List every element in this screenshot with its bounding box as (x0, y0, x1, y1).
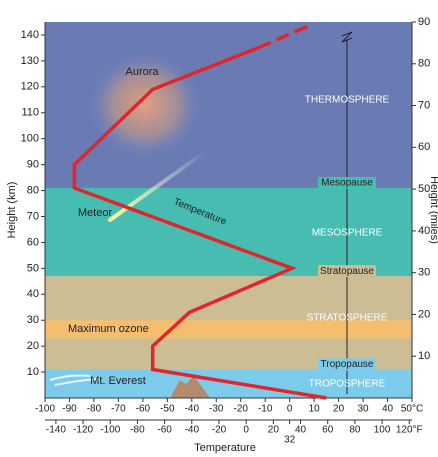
x2-tick-label: 120°F (396, 425, 423, 436)
y-tick-label: 40 (27, 288, 39, 300)
layer-name: MESOSPHERE (312, 228, 383, 239)
x-tick-label: 30 (358, 404, 370, 415)
chart: Temperature Height (km) Height (miles) M… (0, 0, 438, 457)
x-tick-label: 40 (382, 404, 394, 415)
y-tick-label: 110 (21, 107, 39, 119)
y-tick-label: 140 (21, 29, 39, 41)
y-tick-label: 70 (27, 210, 39, 222)
y2-tick-label: 40 (418, 225, 430, 237)
x-tick-label: -80 (87, 404, 102, 415)
layer-name: STRATOSPHERE (307, 313, 388, 324)
x2-tick-label: -80 (130, 425, 145, 436)
x-tick-label: -30 (209, 404, 224, 415)
x2-tick-label: 100 (374, 425, 391, 436)
x-tick-label: -60 (136, 404, 151, 415)
layer-name: TROPOSPHERE (309, 379, 386, 390)
y-tick-label: 50 (27, 262, 39, 274)
x-tick-label: 50°C (401, 404, 423, 415)
annotation: Meteor (78, 207, 113, 219)
annotation: Aurora (125, 66, 159, 78)
y2-tick-label: 30 (418, 267, 430, 279)
y-tick-label: 20 (27, 340, 39, 352)
layer-name: THERMOSPHERE (305, 95, 390, 106)
y-tick-label: 120 (21, 81, 39, 93)
x-tick-label: -50 (160, 404, 175, 415)
x2-tick-label: 32 (284, 435, 296, 446)
x-axis-label: Temperature (194, 442, 256, 454)
annotation: Mt. Everest (90, 375, 146, 387)
pause-label: Mesopause (321, 178, 373, 189)
x2-tick-label: -20 (212, 425, 227, 436)
y2-tick-label: 60 (418, 141, 430, 153)
x2-tick-label: 80 (349, 425, 361, 436)
y2-tick-label: 80 (418, 58, 430, 70)
x2-tick-label: -60 (157, 425, 172, 436)
x2-tick-label: -100 (100, 425, 120, 436)
y2-tick-label: 10 (418, 350, 430, 362)
y-tick-label: 130 (21, 55, 39, 67)
y2-tick-label: 70 (418, 99, 430, 111)
x2-tick-label: 20 (268, 425, 280, 436)
ozone-label: Maximum ozone (68, 323, 149, 335)
x-tick-label: -100 (35, 404, 55, 415)
y-tick-label: 90 (27, 159, 39, 171)
y-tick-label: 80 (27, 184, 39, 196)
y-tick-label: 10 (27, 366, 39, 378)
pause-label: Stratopause (320, 266, 374, 277)
x2-tick-label: 40 (295, 425, 307, 436)
x2-tick-label: -140 (46, 425, 66, 436)
y-tick-label: 30 (27, 314, 39, 326)
x-tick-label: -70 (111, 404, 126, 415)
y-tick-label: 100 (21, 133, 39, 145)
x-tick-label: 0 (287, 404, 293, 415)
y2-tick-label: 50 (418, 183, 430, 195)
x-tick-label: 20 (333, 404, 345, 415)
x2-tick-label: -120 (73, 425, 93, 436)
x-tick-label: -90 (62, 404, 77, 415)
pause-label: Tropopause (321, 359, 374, 370)
y2-tick-label: 20 (418, 308, 430, 320)
x2-tick-label: 60 (322, 425, 334, 436)
x-tick-label: 10 (309, 404, 321, 415)
y-axis-label: Height (km) (6, 182, 18, 239)
x-tick-label: -10 (258, 404, 273, 415)
x2-tick-label: -40 (185, 425, 200, 436)
x-tick-label: -40 (185, 404, 200, 415)
y-tick-label: 60 (27, 236, 39, 248)
x-tick-label: -20 (234, 404, 249, 415)
x2-tick-label: 0 (243, 425, 249, 436)
y2-tick-label: 90 (418, 16, 430, 28)
